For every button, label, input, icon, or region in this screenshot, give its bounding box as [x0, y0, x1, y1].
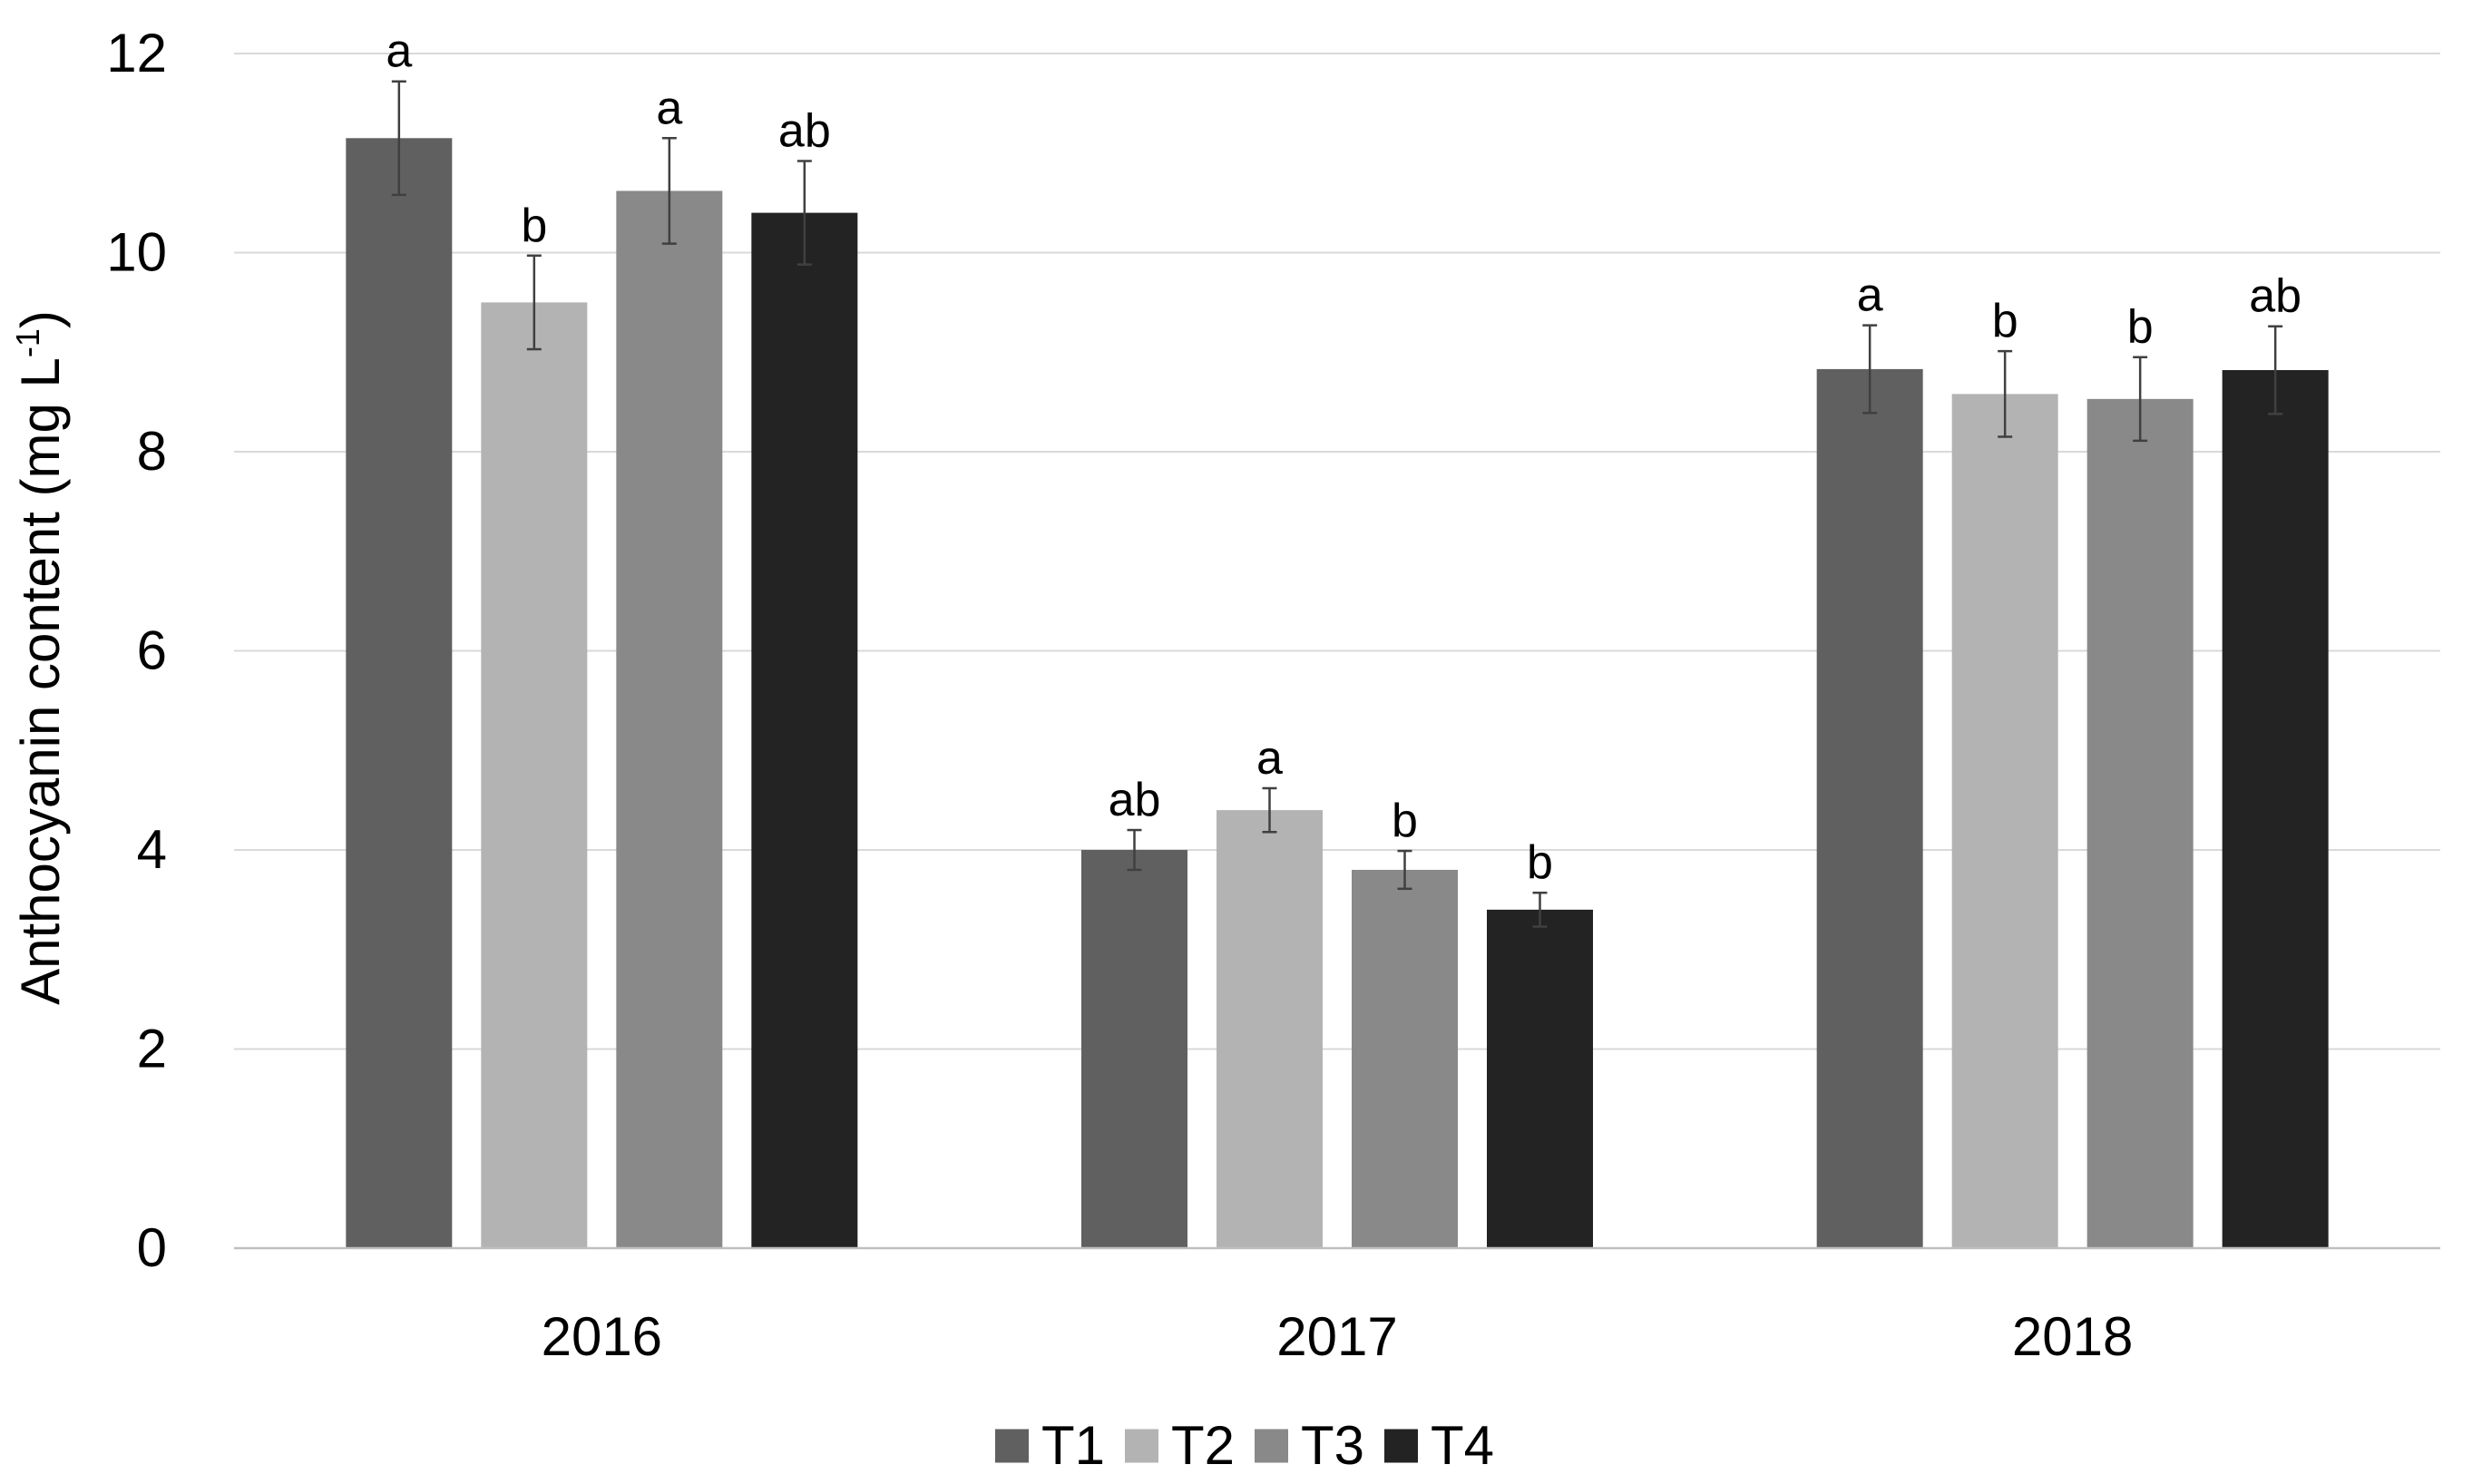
y-tick-label-0: 0	[137, 1217, 167, 1278]
significance-letter-T3-2016: a	[656, 82, 682, 134]
legend-swatch-T4	[1384, 1429, 1418, 1463]
legend-swatch-T2	[1125, 1429, 1158, 1463]
significance-letter-T1-2017: ab	[1109, 774, 1161, 826]
significance-letter-T4-2018: ab	[2249, 270, 2301, 323]
x-tick-labels: 2016 2017 2018	[542, 1306, 2134, 1367]
y-tick-label-6: 6	[137, 620, 167, 681]
legend: T1 T2 T3 T4	[995, 1415, 1494, 1476]
y-tick-labels: 0 2 4 6 8 10 12	[106, 23, 167, 1278]
bar-T2-2016	[481, 302, 588, 1248]
bar-T3-2018	[2086, 398, 2194, 1248]
bar-T1-2016	[346, 138, 453, 1249]
significance-letter-T3-2017: b	[1392, 795, 1418, 847]
x-tick-label-2017: 2017	[1276, 1306, 1397, 1367]
bar-T4-2017	[1487, 909, 1593, 1248]
bar-T3-2017	[1352, 869, 1458, 1248]
bar-T1-2017	[1081, 850, 1187, 1248]
y-tick-label-10: 10	[106, 222, 167, 283]
significance-letter-T2-2017: a	[1256, 732, 1283, 785]
bar-T1-2018	[1816, 368, 1923, 1249]
legend-label-T1: T1	[1041, 1415, 1105, 1476]
bar-T4-2018	[2222, 370, 2329, 1248]
x-tick-label-2018: 2018	[2012, 1306, 2133, 1367]
bar-T2-2018	[1951, 394, 2058, 1249]
y-axis-label-close: )	[10, 310, 71, 328]
legend-label-T2: T2	[1171, 1415, 1235, 1476]
x-tick-label-2016: 2016	[542, 1306, 662, 1367]
y-tick-label-4: 4	[137, 819, 167, 880]
significance-letter-T2-2016: b	[521, 200, 547, 252]
significance-letter-T4-2017: b	[1527, 836, 1553, 889]
gridlines	[234, 53, 2440, 1050]
significance-letter-T1-2016: a	[386, 25, 412, 78]
y-tick-label-12: 12	[106, 23, 167, 83]
y-axis-label: Anthocyanin content (mg L-1)	[9, 310, 71, 1005]
legend-label-T4: T4	[1431, 1415, 1494, 1476]
legend-swatch-T3	[1255, 1429, 1288, 1463]
legend-label-T3: T3	[1301, 1415, 1364, 1476]
legend-swatch-T1	[995, 1429, 1029, 1463]
significance-letter-T1-2018: a	[1857, 269, 1883, 322]
y-tick-label-2: 2	[137, 1019, 167, 1079]
significance-letter-T2-2018: b	[1992, 295, 2018, 347]
bar-T2-2017	[1217, 810, 1323, 1248]
significance-letter-T3-2018: b	[2127, 301, 2154, 354]
y-axis-label-superscript: -1	[9, 328, 46, 357]
bar-T4-2016	[751, 212, 858, 1249]
y-axis-label-main: Anthocyanin content (mg L	[10, 357, 71, 1005]
significance-letter-T4-2016: ab	[778, 105, 831, 158]
bar-T3-2016	[616, 190, 723, 1249]
y-tick-label-8: 8	[137, 421, 167, 482]
